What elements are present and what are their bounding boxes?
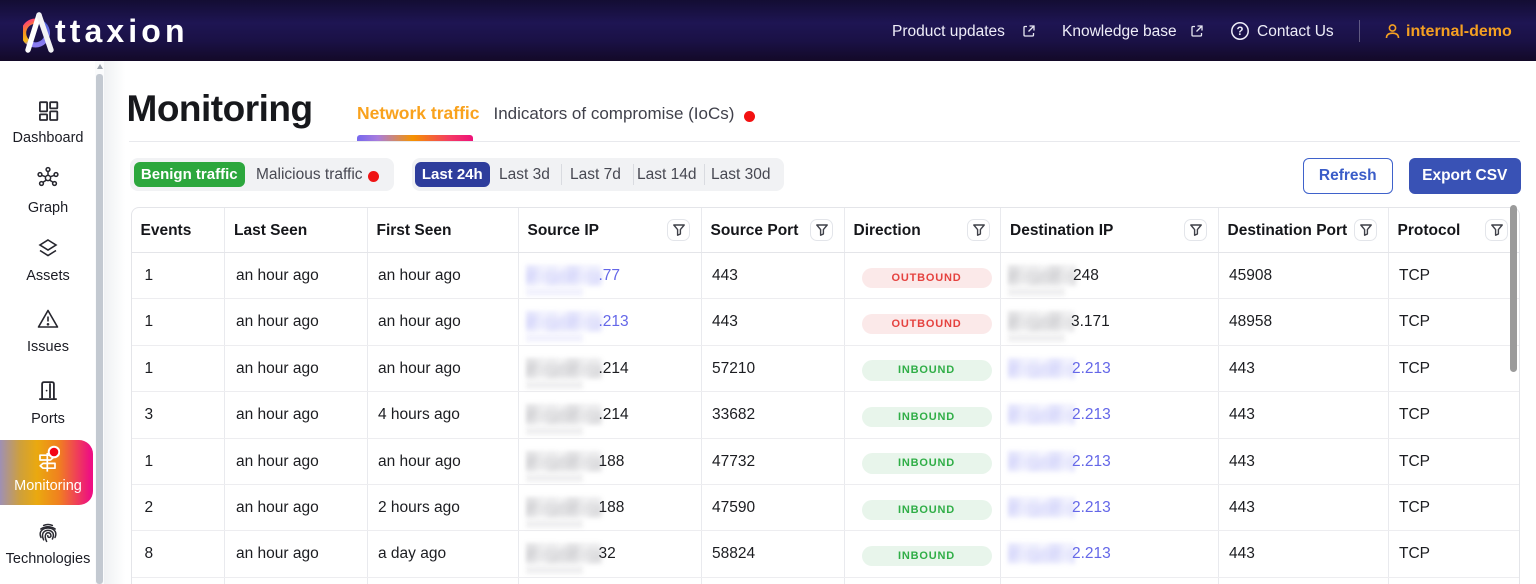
svg-text:?: ? (1236, 26, 1243, 38)
